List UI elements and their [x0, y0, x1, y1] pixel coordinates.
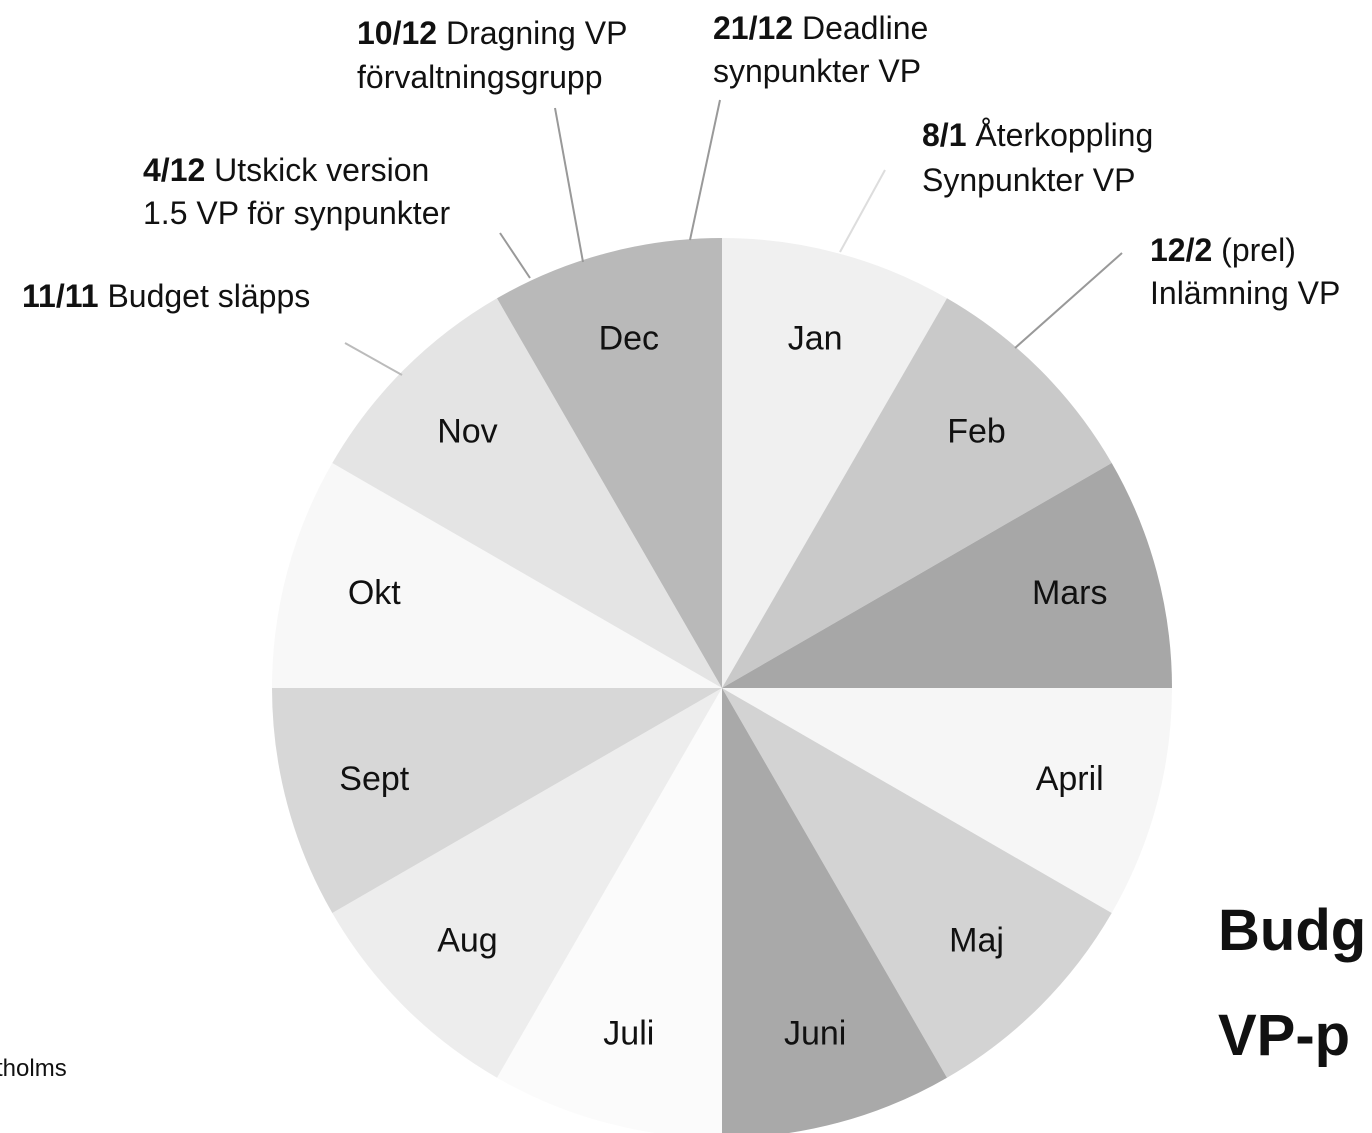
- slice-label: Dec: [599, 319, 659, 357]
- slice-label: Juli: [603, 1015, 654, 1053]
- leader-line: [689, 99, 721, 241]
- annotation: 8/1 Återkoppling: [922, 117, 1153, 153]
- annotation-line2: förvaltningsgrupp: [357, 59, 602, 95]
- leader-lines: [344, 99, 1123, 376]
- slice: [332, 688, 722, 1078]
- slice-label: Aug: [437, 922, 498, 960]
- slice-label: Feb: [947, 412, 1006, 450]
- annotation-date: 4/12: [143, 152, 205, 188]
- title-fragment: VP-p: [1218, 1003, 1350, 1068]
- slice: [332, 298, 722, 688]
- annotation-line2: Synpunkter VP: [922, 162, 1135, 198]
- slice-label: Mars: [1032, 574, 1108, 612]
- annotation-line2: Inlämning VP: [1150, 275, 1340, 311]
- slice: [722, 463, 1172, 688]
- slice: [272, 463, 722, 688]
- annotation-text: Deadline: [802, 10, 928, 46]
- annotation-date: 21/12: [713, 10, 793, 46]
- leader-line: [839, 169, 886, 253]
- slice-label: April: [1036, 760, 1104, 798]
- annotation-line2: 1.5 VP för synpunkter: [143, 195, 450, 231]
- pie: Jan Feb Mars April Maj Juni Juli Aug Sept Okt Nov D…: [272, 238, 1172, 1133]
- slice-label: Juni: [784, 1015, 846, 1053]
- slice-label: Maj: [949, 922, 1004, 960]
- leader-line: [554, 107, 584, 263]
- slice: [497, 688, 722, 1133]
- leader-line: [344, 342, 403, 376]
- slice-label: Sept: [339, 760, 409, 798]
- slice: [272, 688, 722, 913]
- annotation-date: 11/11: [22, 278, 99, 314]
- slice: [722, 298, 1112, 688]
- annotation-text: Utskick version: [214, 152, 429, 188]
- annotation-text: Budget släpps: [107, 278, 310, 314]
- slice-label: Nov: [437, 412, 497, 450]
- annotation: 10/12 Dragning VP: [357, 15, 627, 51]
- annotation: 4/12 Utskick version: [143, 152, 429, 188]
- slice: [722, 238, 947, 688]
- slice: [722, 688, 947, 1133]
- footer-fragment: tholms: [0, 1055, 67, 1082]
- slice: [722, 688, 1112, 1078]
- annotation-text: Dragning VP: [446, 15, 627, 51]
- slice-label: Jan: [788, 319, 843, 357]
- title-fragment: Budg: [1218, 898, 1366, 963]
- annotation-text: Återkoppling: [975, 117, 1153, 153]
- slice: [722, 688, 1172, 913]
- annotation: 12/2 (prel): [1150, 232, 1296, 268]
- annotation-date: 10/12: [357, 15, 437, 51]
- slice-label: Okt: [348, 574, 401, 612]
- annotation-date: 8/1: [922, 117, 966, 153]
- annotation-date: 12/2: [1150, 232, 1212, 268]
- annotations: 10/12 Dragning VP förvaltningsgrupp 21/12 …: [22, 10, 1340, 314]
- annotation-line2: synpunkter VP: [713, 53, 921, 89]
- annotation-text: (prel): [1221, 232, 1296, 268]
- annotation: 11/11 Budget släpps: [22, 278, 310, 314]
- leader-line: [1014, 252, 1123, 349]
- leader-line: [499, 232, 531, 279]
- annotation: 21/12 Deadline: [713, 10, 928, 46]
- slice: [497, 238, 722, 688]
